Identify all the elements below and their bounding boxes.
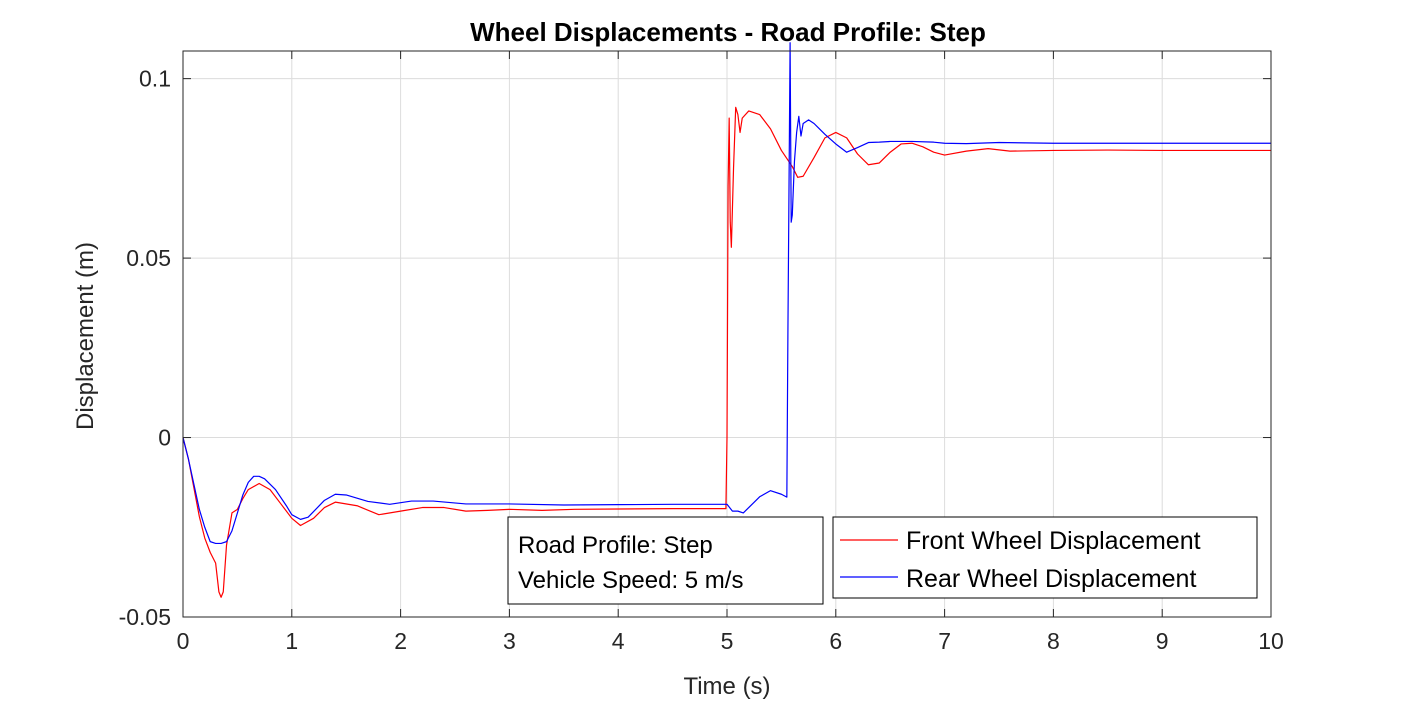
series-line-front-wheel	[182, 106, 1271, 598]
x-tick-label-4: 4	[612, 628, 625, 654]
y-axis-ticks: -0.05 0 0.05 0.1	[119, 66, 1271, 630]
x-tick-label-1: 1	[285, 628, 298, 654]
legend-label-rear: Rear Wheel Displacement	[906, 565, 1196, 593]
legend: Front Wheel Displacement Rear Wheel Disp…	[832, 516, 1258, 599]
y-tick-label-2: 0.05	[126, 245, 171, 271]
annotation-frame	[507, 516, 824, 605]
x-tick-label-7: 7	[938, 628, 951, 654]
x-axis-ticks: 0 1 2 3 4 5 6 7 8 9 10	[177, 51, 1284, 654]
x-tick-label-9: 9	[1156, 628, 1169, 654]
annotation-line-2: Vehicle Speed: 5 m/s	[518, 567, 743, 594]
legend-frame	[832, 516, 1258, 599]
plot-area	[182, 42, 1271, 598]
series-line-rear-wheel	[182, 42, 1271, 545]
x-tick-label-8: 8	[1047, 628, 1060, 654]
legend-label-front: Front Wheel Displacement	[906, 527, 1201, 555]
x-tick-label-6: 6	[829, 628, 842, 654]
y-axis-label: Displacement (m)	[72, 242, 99, 430]
x-axis-label: Time (s)	[683, 673, 770, 700]
annotation-line-1: Road Profile: Step	[518, 532, 713, 559]
y-tick-label-3: 0.1	[139, 66, 171, 92]
annotation-box: Road Profile: Step Vehicle Speed: 5 m/s	[507, 516, 824, 605]
y-tick-label-1: 0	[158, 425, 171, 451]
y-tick-label-0: -0.05	[119, 604, 171, 630]
x-tick-label-5: 5	[721, 628, 734, 654]
chart-title: Wheel Displacements - Road Profile: Step	[470, 17, 986, 47]
x-tick-label-0: 0	[177, 628, 190, 654]
x-tick-label-2: 2	[394, 628, 407, 654]
x-tick-label-3: 3	[503, 628, 516, 654]
x-tick-label-10: 10	[1258, 628, 1284, 654]
